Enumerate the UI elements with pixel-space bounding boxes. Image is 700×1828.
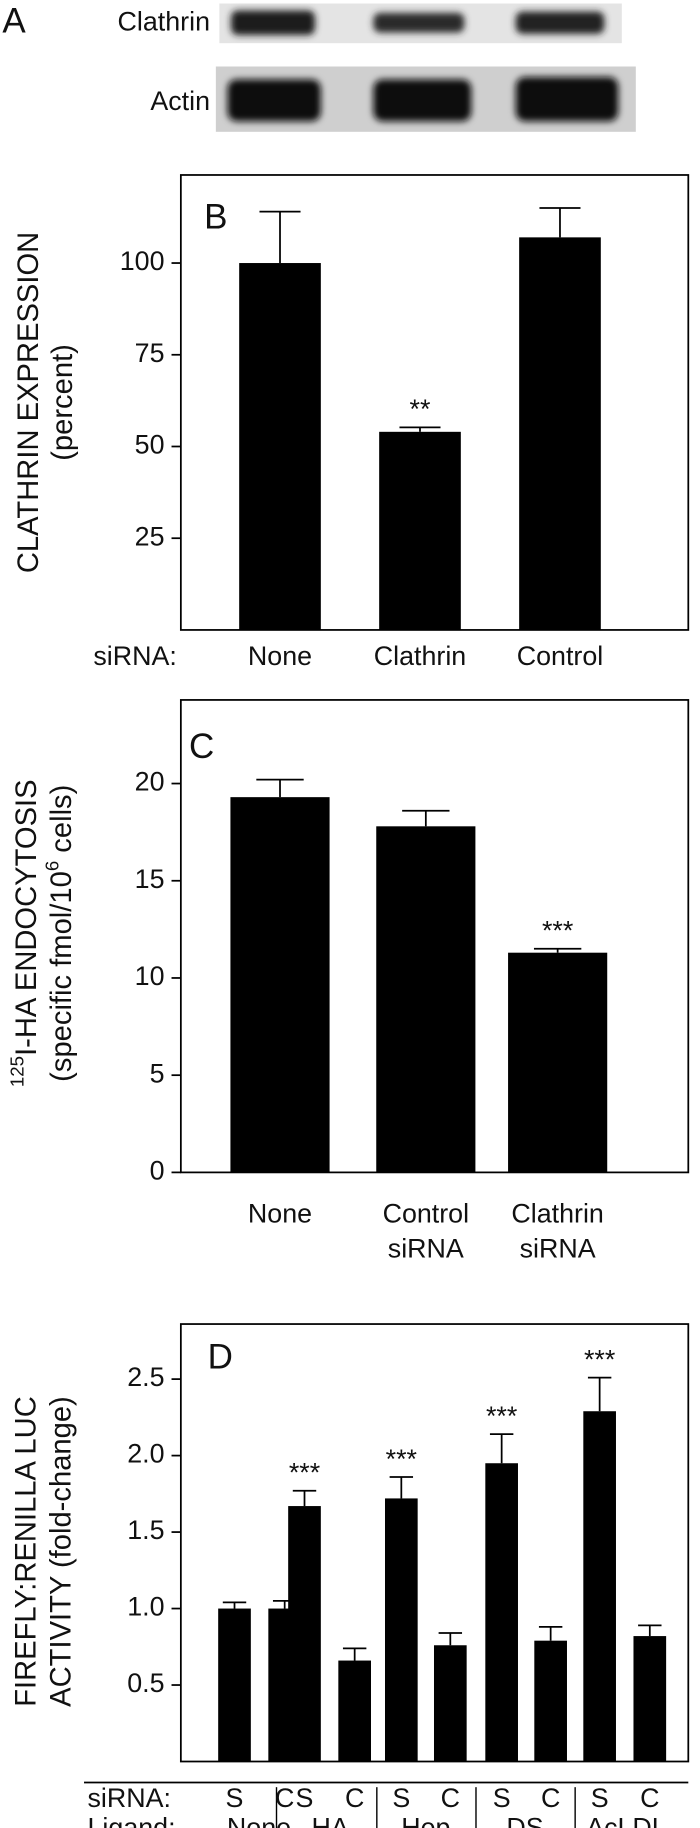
- significance-label: **: [410, 394, 431, 424]
- y-axis-label: FIREFLY:RENILLA LUC: [11, 1396, 43, 1707]
- blot-row-label: Actin: [150, 86, 210, 116]
- superscript: 6: [42, 861, 63, 871]
- bar: [534, 1640, 567, 1762]
- panel-label: C: [189, 727, 214, 766]
- superscript: 125: [7, 1056, 28, 1087]
- x-tick-label: C: [275, 1783, 294, 1813]
- y-axis-label: ACTIVITY (fold-change): [46, 1396, 78, 1707]
- x-tick-label: Clathrin: [511, 1199, 603, 1229]
- x-tick-label: C: [345, 1783, 364, 1813]
- panel-label: A: [2, 2, 26, 41]
- significance-label: ***: [486, 1401, 518, 1431]
- x-row-label: Ligand:: [88, 1812, 176, 1828]
- bar: [508, 952, 608, 1173]
- group-label: AcLDL: [586, 1812, 667, 1828]
- bar: [230, 797, 330, 1173]
- panel-label: D: [208, 1337, 233, 1376]
- x-tick-label: None: [248, 641, 312, 671]
- x-tick-label: S: [392, 1783, 410, 1813]
- label-part: (specific fmol/10: [46, 871, 78, 1082]
- panel-label: B: [204, 198, 227, 237]
- y-tick-label: 100: [120, 246, 165, 276]
- y-tick-label: 2.5: [127, 1362, 164, 1392]
- y-axis-label: (specific fmol/106 cells): [42, 785, 78, 1082]
- bar: [519, 237, 601, 630]
- y-axis-label: 125I-HA ENDOCYTOSIS: [7, 779, 43, 1087]
- x-tick-label: S: [493, 1783, 511, 1813]
- significance-label: ***: [386, 1444, 418, 1474]
- x-tick-label: Control: [383, 1199, 469, 1229]
- bar: [633, 1636, 667, 1762]
- y-tick-label: 5: [150, 1058, 165, 1088]
- blot-row-label: Clathrin: [118, 6, 210, 36]
- y-axis-label: (percent): [47, 344, 79, 461]
- x-tick-label: siRNA: [520, 1234, 596, 1264]
- x-tick-label: C: [640, 1783, 659, 1813]
- y-tick-label: 0.5: [127, 1668, 164, 1698]
- bar: [485, 1463, 518, 1762]
- x-tick-label: S: [226, 1783, 244, 1813]
- x-tick-label: C: [541, 1783, 560, 1813]
- y-tick-label: 15: [135, 864, 165, 894]
- bar: [288, 1506, 321, 1762]
- y-tick-label: 75: [135, 338, 165, 368]
- y-tick-label: 0: [150, 1155, 165, 1185]
- group-label: Hep: [401, 1812, 450, 1828]
- y-axis-label: CLATHRIN EXPRESSION: [13, 232, 45, 573]
- x-tick-label: S: [296, 1783, 314, 1813]
- significance-label: ***: [289, 1458, 321, 1488]
- group-label: DS: [506, 1812, 543, 1828]
- group-label: None: [227, 1812, 291, 1828]
- bar: [379, 431, 461, 630]
- x-tick-label: Clathrin: [374, 641, 466, 671]
- bar: [433, 1645, 467, 1762]
- x-tick-label: C: [441, 1783, 460, 1813]
- y-tick-label: 2.0: [127, 1439, 164, 1469]
- y-tick-label: 1.5: [127, 1515, 164, 1545]
- x-row-label: siRNA:: [88, 1783, 171, 1813]
- x-tick-label: S: [591, 1783, 609, 1813]
- bar: [583, 1411, 616, 1762]
- x-tick-label: siRNA: [388, 1234, 464, 1264]
- bar: [218, 1608, 251, 1762]
- y-tick-label: 10: [135, 961, 165, 991]
- bar: [338, 1660, 371, 1762]
- y-tick-label: 50: [135, 430, 165, 460]
- label-part: cells): [46, 785, 78, 861]
- x-axis-label: siRNA:: [93, 641, 176, 671]
- y-tick-label: 25: [135, 521, 165, 551]
- y-tick-label: 20: [135, 767, 165, 797]
- bar: [239, 263, 321, 630]
- x-tick-label: Control: [517, 641, 603, 671]
- significance-label: ***: [542, 916, 574, 946]
- y-tick-label: 1.0: [127, 1592, 164, 1622]
- label-part: I-HA ENDOCYTOSIS: [11, 779, 43, 1056]
- blot-image: [215, 3, 636, 132]
- group-separators: [275, 1787, 576, 1828]
- bar: [376, 826, 476, 1173]
- significance-label: ***: [584, 1344, 616, 1374]
- group-label: HA: [312, 1812, 349, 1828]
- x-tick-label: None: [248, 1199, 312, 1229]
- bar: [384, 1498, 418, 1762]
